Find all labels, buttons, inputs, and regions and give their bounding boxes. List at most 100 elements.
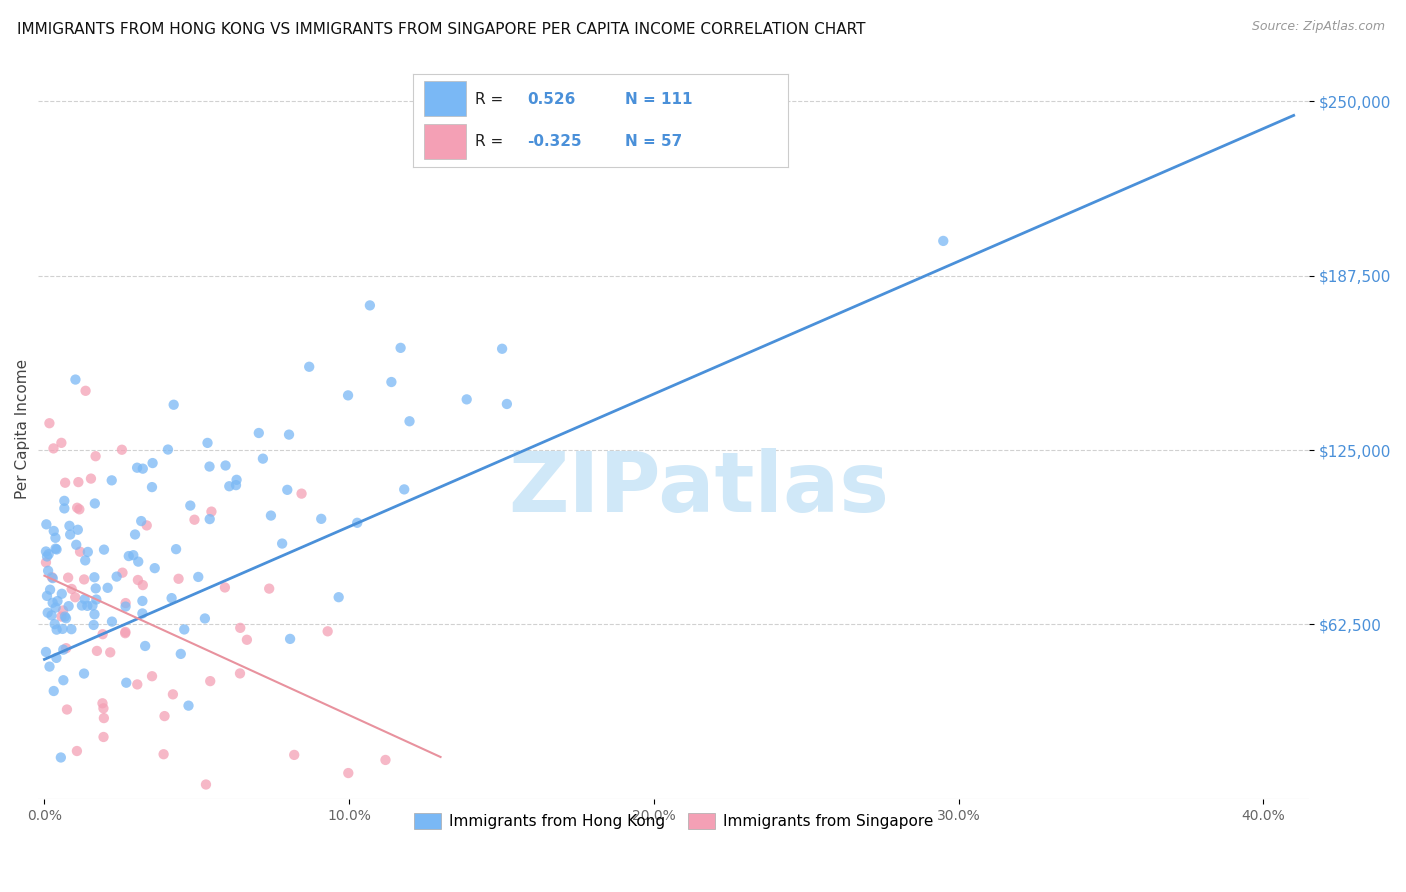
Point <box>134 639 156 653</box>
Point <box>105 569 128 583</box>
Point <box>225 478 247 492</box>
Point <box>236 632 259 647</box>
Point <box>53 609 76 624</box>
Point <box>83 496 105 510</box>
Point <box>38 416 60 430</box>
Point <box>83 607 105 622</box>
Text: Source: ZipAtlas.com: Source: ZipAtlas.com <box>1251 20 1385 33</box>
Point <box>141 480 163 494</box>
Point <box>337 388 360 402</box>
Point <box>198 512 221 526</box>
Point <box>67 502 90 516</box>
Point <box>35 589 58 603</box>
Point <box>86 644 108 658</box>
Point <box>73 666 96 681</box>
Point <box>131 594 153 608</box>
Point <box>93 711 115 725</box>
Point <box>214 581 236 595</box>
Point <box>194 611 217 625</box>
Point <box>80 472 103 486</box>
Point <box>35 645 58 659</box>
Point <box>346 516 368 530</box>
Point <box>46 594 69 608</box>
Point <box>93 730 115 744</box>
Point <box>114 599 136 614</box>
Point <box>114 596 136 610</box>
Point <box>73 592 96 607</box>
Point <box>328 590 350 604</box>
Point <box>173 623 195 637</box>
Point <box>127 555 149 569</box>
Point <box>38 659 60 673</box>
Point <box>75 553 97 567</box>
Point <box>41 596 63 610</box>
Point <box>55 641 77 656</box>
Point <box>51 435 73 450</box>
Point <box>37 564 59 578</box>
Point <box>359 298 381 312</box>
Point <box>257 582 280 596</box>
Point <box>200 674 222 689</box>
Point <box>39 582 62 597</box>
Point <box>118 549 141 563</box>
Point <box>197 436 219 450</box>
Point <box>198 459 221 474</box>
Point <box>70 599 93 613</box>
Point <box>60 582 83 596</box>
Point <box>229 666 252 681</box>
Point <box>162 687 184 701</box>
Point <box>45 542 67 557</box>
Point <box>114 624 136 639</box>
Point <box>129 514 152 528</box>
Point <box>374 753 396 767</box>
Point <box>73 573 96 587</box>
Point <box>380 375 402 389</box>
Point <box>143 561 166 575</box>
Point <box>298 359 321 374</box>
Point <box>42 524 65 538</box>
Point <box>309 512 332 526</box>
Y-axis label: Per Capita Income: Per Capita Income <box>15 359 30 500</box>
Point <box>56 702 79 716</box>
Point <box>59 527 82 541</box>
Point <box>97 581 120 595</box>
Point <box>160 591 183 606</box>
Point <box>152 747 174 762</box>
Text: IMMIGRANTS FROM HONG KONG VS IMMIGRANTS FROM SINGAPORE PER CAPITA INCOME CORRELA: IMMIGRANTS FROM HONG KONG VS IMMIGRANTS … <box>17 22 865 37</box>
Point <box>93 542 115 557</box>
Point <box>66 744 89 758</box>
Point <box>60 622 83 636</box>
Point <box>53 493 76 508</box>
Point <box>69 545 91 559</box>
Point <box>290 486 312 500</box>
Point <box>52 642 75 657</box>
Point <box>167 572 190 586</box>
Point <box>124 527 146 541</box>
Point <box>91 696 114 710</box>
Point <box>41 608 63 623</box>
Point <box>496 397 519 411</box>
Point <box>83 570 105 584</box>
Point <box>65 538 87 552</box>
Point <box>55 611 77 625</box>
Point <box>214 458 236 473</box>
Point <box>98 645 121 659</box>
Point <box>163 398 186 412</box>
Point <box>45 623 67 637</box>
Point <box>271 536 294 550</box>
Point <box>84 582 107 596</box>
Point <box>66 523 89 537</box>
Point <box>82 599 104 613</box>
Point <box>38 547 60 561</box>
Point <box>76 599 98 613</box>
Point <box>252 451 274 466</box>
Point <box>67 475 90 489</box>
Point <box>101 615 124 629</box>
Point <box>45 541 67 556</box>
Point <box>389 341 412 355</box>
Point <box>392 483 415 497</box>
Point <box>52 603 75 617</box>
Point <box>218 479 240 493</box>
Point <box>200 505 222 519</box>
Point <box>35 549 58 564</box>
